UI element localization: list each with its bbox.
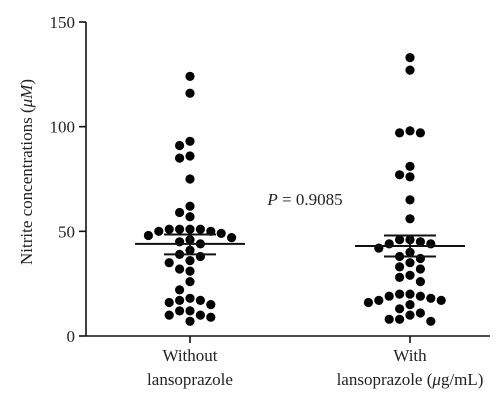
data-point: [185, 174, 195, 184]
data-point: [405, 195, 415, 205]
data-point: [164, 258, 174, 268]
data-point: [405, 161, 415, 171]
data-point: [374, 295, 384, 305]
data-point: [395, 289, 405, 299]
data-point: [195, 251, 205, 262]
data-points: [143, 53, 446, 326]
data-point: [175, 295, 185, 305]
data-point: [405, 172, 415, 182]
data-point: [185, 212, 195, 222]
y-axis-label-unit: μM: [17, 84, 36, 109]
data-point: [363, 297, 373, 308]
data-point: [185, 71, 195, 81]
data-point: [206, 312, 216, 322]
data-point: [395, 128, 405, 138]
data-point: [426, 239, 436, 249]
data-point: [185, 224, 195, 234]
data-point: [175, 140, 185, 151]
data-point: [185, 266, 195, 276]
data-point: [185, 88, 195, 98]
y-tick-label: 0: [67, 327, 76, 346]
data-point: [405, 289, 415, 299]
data-point: [384, 314, 394, 324]
data-point: [415, 264, 425, 274]
data-point: [395, 235, 405, 245]
y-axis-label-main: Nitrite concentrations (: [17, 107, 36, 265]
category-label-without-line1: Without: [162, 346, 217, 365]
data-point: [405, 258, 415, 268]
data-point: [185, 256, 195, 266]
data-point: [185, 136, 195, 146]
data-point: [426, 293, 436, 303]
data-point: [436, 295, 446, 305]
category-label-with-unit: μ: [431, 370, 441, 389]
data-point: [395, 272, 405, 282]
data-point: [415, 291, 425, 301]
y-tick-label: 50: [58, 222, 75, 241]
y-axis-label: Nitrite concentrations (μM): [17, 79, 36, 265]
data-point: [227, 233, 237, 243]
data-point: [216, 228, 226, 238]
data-point: [164, 310, 174, 320]
data-point: [175, 285, 185, 295]
y-axis-label-close: ): [17, 79, 36, 85]
data-point: [415, 128, 425, 138]
data-point: [164, 224, 174, 234]
data-point: [185, 316, 195, 326]
p-value-annotation: P = 0.9085: [266, 190, 342, 209]
data-point: [185, 201, 195, 211]
data-point: [185, 277, 195, 287]
data-point: [415, 277, 425, 287]
data-point: [143, 230, 153, 241]
data-point: [405, 270, 415, 280]
data-point: [405, 53, 415, 63]
data-point: [175, 264, 185, 274]
data-point: [415, 237, 425, 247]
data-point: [206, 300, 216, 310]
data-point: [395, 314, 405, 324]
p-value-text: = 0.9085: [278, 190, 343, 209]
data-point: [154, 226, 164, 236]
category-label-without-line2: lansoprazole: [147, 370, 233, 389]
data-point: [405, 214, 415, 224]
x-axis-ticks: [189, 336, 411, 343]
data-point: [405, 65, 415, 75]
data-point: [185, 293, 195, 303]
y-tick-label: 100: [50, 118, 76, 137]
data-point: [415, 308, 425, 318]
category-label-with-pre: lansoprazole (: [337, 370, 433, 389]
data-point: [195, 224, 205, 234]
data-point: [426, 316, 436, 326]
data-point: [175, 224, 185, 234]
data-point: [374, 243, 384, 253]
data-point: [395, 170, 405, 180]
data-point: [164, 297, 174, 308]
y-tick-label: 150: [50, 13, 76, 32]
data-point: [185, 151, 195, 161]
data-point: [175, 207, 185, 218]
data-point: [195, 310, 205, 320]
data-point: [405, 310, 415, 320]
data-point: [384, 291, 394, 301]
data-point: [175, 306, 185, 316]
data-point: [405, 300, 415, 310]
data-point: [395, 262, 405, 272]
data-point: [175, 153, 185, 163]
data-point: [384, 239, 394, 249]
data-point: [185, 306, 195, 316]
category-label-with-line1: With: [393, 346, 427, 365]
data-point: [405, 126, 415, 136]
data-point: [175, 237, 185, 247]
data-point: [395, 304, 405, 314]
y-axis-ticks: 0 50 100 150: [50, 13, 86, 346]
mean-sem-bars: [135, 233, 465, 258]
data-point: [195, 295, 205, 305]
p-value-symbol: P: [266, 190, 277, 209]
category-label-with-post: g/mL): [441, 370, 484, 389]
category-label-with-line2: lansoprazole (μg/mL): [337, 370, 484, 389]
data-point: [415, 253, 425, 264]
